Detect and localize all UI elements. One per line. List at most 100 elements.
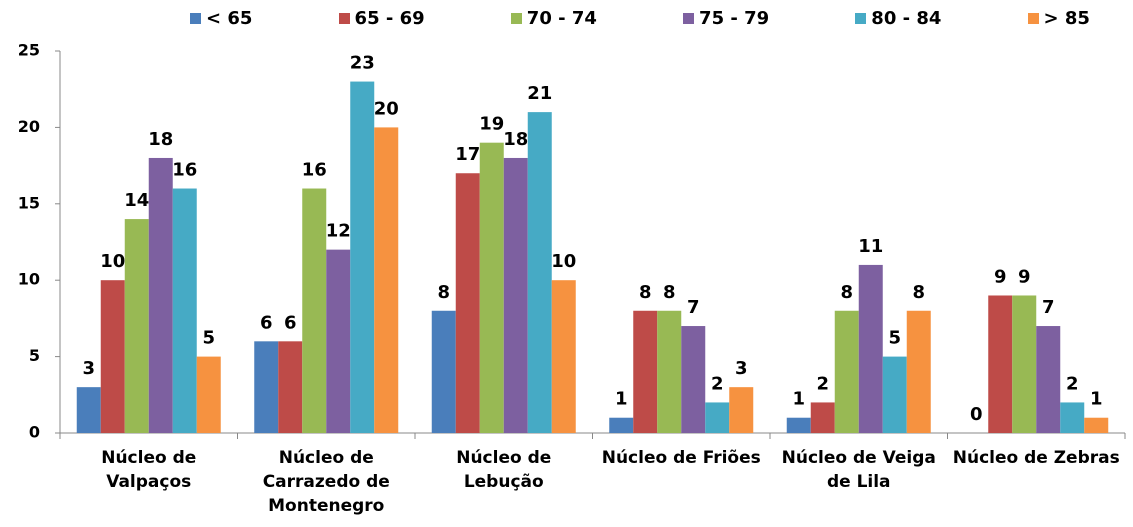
value-label: 18 bbox=[148, 129, 173, 150]
legend-item: 70 - 74 bbox=[510, 8, 597, 29]
x-tick-label: Núcleo de Valpaços bbox=[101, 448, 197, 492]
value-label: 11 bbox=[858, 236, 883, 257]
value-label: 3 bbox=[82, 358, 95, 379]
legend-item: < 65 bbox=[190, 8, 252, 29]
bar bbox=[503, 157, 528, 433]
value-label: 8 bbox=[437, 282, 450, 303]
value-label: 8 bbox=[663, 282, 676, 303]
legend-label: 75 - 79 bbox=[699, 8, 770, 29]
value-label: 12 bbox=[326, 221, 351, 242]
value-label: 18 bbox=[503, 129, 528, 150]
value-label: 8 bbox=[912, 282, 925, 303]
legend-swatch bbox=[190, 13, 201, 24]
bar bbox=[1084, 417, 1109, 433]
bar bbox=[527, 112, 552, 434]
legend-swatch bbox=[1027, 13, 1039, 24]
legend-swatch bbox=[338, 13, 350, 24]
legend-swatch bbox=[683, 13, 695, 24]
bar bbox=[350, 81, 375, 433]
bar bbox=[609, 417, 634, 433]
value-label: 10 bbox=[100, 251, 125, 272]
legend: < 65 65 - 69 70 - 74 75 - 79 80 - 84 > 85 bbox=[190, 8, 1090, 29]
value-label: 3 bbox=[735, 358, 748, 379]
value-label: 1 bbox=[615, 389, 628, 410]
bar bbox=[172, 188, 197, 433]
bar bbox=[657, 310, 682, 433]
value-label: 6 bbox=[260, 312, 273, 333]
x-tick-label: Núcleo de Carrazedo de Montenegro bbox=[262, 448, 390, 516]
bar bbox=[278, 341, 303, 433]
legend-label: > 85 bbox=[1043, 8, 1090, 29]
value-label: 5 bbox=[202, 328, 215, 349]
value-label: 19 bbox=[479, 114, 504, 135]
bar bbox=[254, 341, 279, 433]
bar bbox=[124, 219, 149, 433]
y-tick-label: 10 bbox=[18, 270, 40, 289]
bar bbox=[326, 249, 351, 433]
value-label: 17 bbox=[455, 144, 480, 165]
value-label: 8 bbox=[840, 282, 853, 303]
y-tick-label: 5 bbox=[29, 346, 40, 365]
bar bbox=[882, 356, 907, 433]
x-tick-label: Núcleo de Zebras bbox=[952, 448, 1120, 468]
value-label: 21 bbox=[527, 83, 552, 104]
legend-item: 65 - 69 bbox=[338, 8, 425, 29]
legend-item: 75 - 79 bbox=[683, 8, 769, 29]
bar bbox=[988, 295, 1013, 433]
value-label: 2 bbox=[711, 373, 724, 394]
bar bbox=[705, 402, 730, 433]
value-label: 7 bbox=[687, 297, 700, 318]
value-label: 9 bbox=[1018, 266, 1031, 287]
bar bbox=[633, 310, 658, 433]
value-label: 1 bbox=[792, 389, 805, 410]
legend-item: > 85 bbox=[1027, 8, 1090, 29]
bar bbox=[1060, 402, 1085, 433]
y-tick-label: 25 bbox=[18, 41, 40, 60]
legend-label: 70 - 74 bbox=[526, 8, 597, 29]
legend-swatch bbox=[855, 13, 867, 24]
legend-item: 80 - 84 bbox=[855, 8, 941, 29]
value-label: 14 bbox=[124, 190, 149, 211]
bar bbox=[76, 387, 101, 433]
value-label: 16 bbox=[302, 160, 327, 181]
value-label: 5 bbox=[888, 328, 901, 349]
bar bbox=[810, 402, 835, 433]
bar bbox=[786, 417, 811, 433]
value-label: 7 bbox=[1042, 297, 1055, 318]
legend-label: < 65 bbox=[206, 8, 253, 29]
bar bbox=[455, 173, 480, 434]
value-label: 8 bbox=[639, 282, 652, 303]
bar bbox=[1036, 326, 1061, 433]
x-tick-label: Núcleo de Friões bbox=[601, 448, 761, 468]
bar bbox=[374, 127, 399, 434]
bar bbox=[100, 280, 125, 433]
value-label: 20 bbox=[374, 98, 399, 119]
bar bbox=[148, 157, 173, 433]
legend-label: 65 - 69 bbox=[354, 8, 425, 29]
legend-swatch bbox=[510, 13, 522, 24]
value-label: 2 bbox=[1066, 373, 1079, 394]
value-label: 1 bbox=[1090, 389, 1103, 410]
bar bbox=[1012, 295, 1037, 433]
x-tick-label: Núcleo de Veiga de Lila bbox=[781, 448, 936, 492]
bar bbox=[906, 310, 931, 433]
value-label: 2 bbox=[816, 373, 829, 394]
y-tick-label: 20 bbox=[18, 117, 40, 136]
value-label: 23 bbox=[350, 53, 375, 74]
bar bbox=[834, 310, 859, 433]
bar bbox=[729, 387, 754, 433]
value-label: 0 bbox=[970, 404, 983, 425]
x-tick-label: Núcleo de Lebução bbox=[456, 448, 552, 492]
bar bbox=[302, 188, 327, 433]
y-tick-label: 15 bbox=[18, 193, 40, 212]
value-label: 10 bbox=[551, 251, 576, 272]
bar bbox=[431, 310, 456, 433]
bar bbox=[479, 142, 504, 433]
legend-label: 80 - 84 bbox=[871, 8, 942, 29]
bar bbox=[681, 326, 706, 433]
y-tick-label: 0 bbox=[29, 423, 40, 442]
value-label: 6 bbox=[284, 312, 297, 333]
bar bbox=[858, 264, 883, 433]
